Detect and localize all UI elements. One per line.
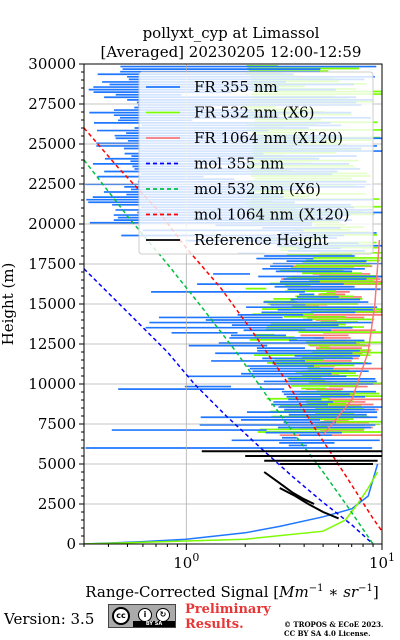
- y-tick-label: 27500: [28, 95, 76, 113]
- legend-label: FR 1064 nm (X120): [194, 129, 343, 147]
- copyright-line-2: CC BY SA 4.0 License.: [284, 629, 371, 638]
- legend-label: mol 532 nm (X6): [194, 180, 321, 198]
- cc-license-badge[interactable]: cc i ↻ BY SA: [108, 604, 176, 628]
- series-line: [84, 463, 379, 544]
- series-line: [84, 127, 382, 532]
- y-tick-label: 22500: [28, 175, 76, 193]
- series-line: [84, 159, 374, 544]
- y-tick-label: 0: [66, 535, 76, 553]
- series-mol-532-nm-x6-: [84, 159, 374, 544]
- y-tick-label: 25000: [28, 135, 76, 153]
- chart-title: pollyxt_cyp at Limassol: [143, 24, 320, 42]
- series-mol-355-nm: [84, 268, 374, 544]
- legend-label: FR 355 nm: [194, 78, 278, 96]
- version-label: Version: 3.5: [4, 610, 95, 628]
- preliminary-notice: Preliminary Results.: [185, 602, 271, 632]
- share-alike-icon: ↻: [156, 608, 170, 622]
- legend-label: mol 1064 nm (X120): [194, 206, 349, 224]
- license-strip-text: BY SA: [133, 621, 175, 627]
- attribution-icon: i: [138, 608, 152, 622]
- series-line: [84, 268, 374, 544]
- legend-label: mol 355 nm: [194, 155, 284, 173]
- series-line: [279, 487, 339, 520]
- y-tick-label: 12500: [28, 335, 76, 353]
- legend-box: [138, 71, 374, 255]
- series-line: [84, 471, 379, 544]
- copyright-line-1: © TROPOS & ECoE 2023.: [284, 620, 384, 629]
- y-tick-label: 2500: [38, 495, 76, 513]
- copyright-notice: © TROPOS & ECoE 2023. CC BY SA 4.0 Licen…: [284, 620, 383, 638]
- chart-subtitle: [Averaged] 20230205 12:00-12:59: [101, 43, 362, 61]
- y-tick-label: 7500: [38, 415, 76, 433]
- legend-label: FR 532 nm (X6): [194, 104, 314, 122]
- x-tick-label: 101: [369, 551, 395, 572]
- x-tick-label: 100: [173, 551, 199, 572]
- y-tick-label: 17500: [28, 255, 76, 273]
- series-fr-532-nm-x6-: [84, 471, 379, 544]
- y-tick-label: 5000: [38, 455, 76, 473]
- series-mol-1064-nm-x120-: [84, 127, 382, 532]
- series-reference-height: [201, 450, 382, 520]
- series-fr-1064-nm-x120-: [322, 239, 381, 436]
- cc-icon: cc: [112, 607, 130, 625]
- legend-label: Reference Height: [194, 231, 328, 249]
- x-axis-label: Range-Corrected Signal [Mm−1 ∗ sr−1]: [85, 583, 378, 600]
- y-tick-label: 10000: [28, 375, 76, 393]
- y-tick-label: 30000: [28, 55, 76, 73]
- y-axis-label: Height (m): [0, 263, 17, 346]
- chart-figure: pollyxt_cyp at Limassol [Averaged] 20230…: [0, 24, 395, 600]
- series-layer: [84, 127, 382, 544]
- legend: FR 355 nm FR 532 nm (X6) FR 1064 nm (X120)…: [138, 71, 374, 255]
- series-line: [322, 239, 381, 436]
- y-tick-label: 20000: [28, 215, 76, 233]
- series-fr-355-nm: [84, 463, 379, 544]
- preliminary-line-2: Results.: [185, 617, 244, 632]
- series-line: [263, 471, 315, 505]
- axis-layer: 0 2500 5000 7500 10000 12500 15000 17500 20000 22…: [28, 55, 395, 572]
- preliminary-line-1: Preliminary: [185, 602, 271, 617]
- y-tick-label: 15000: [28, 295, 76, 313]
